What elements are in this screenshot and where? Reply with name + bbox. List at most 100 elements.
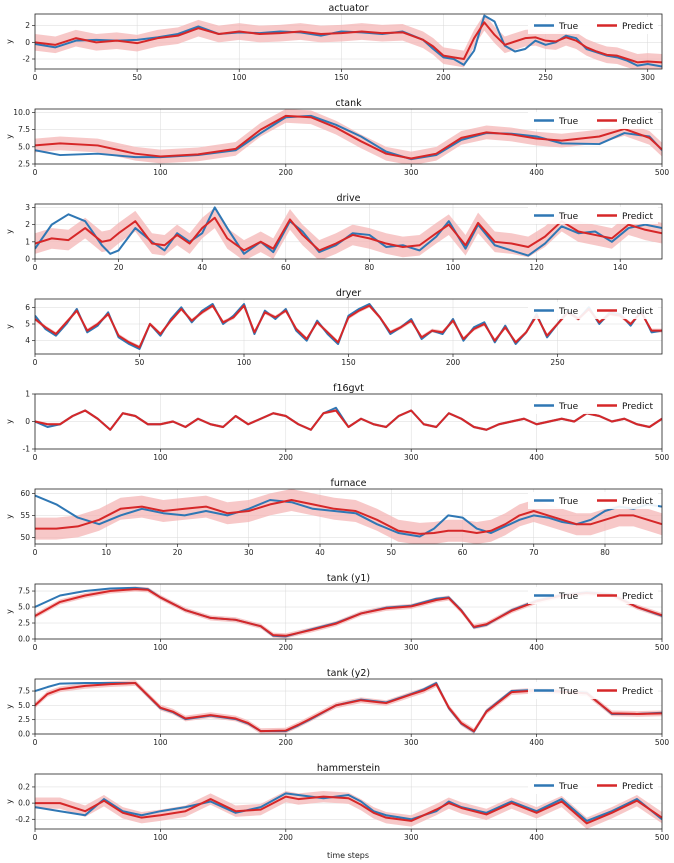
legend-label-true: True [558, 212, 579, 222]
y-tick-label: 2.5 [18, 619, 30, 628]
x-tick-label: 0 [33, 168, 38, 177]
legend-label-predict: Predict [622, 212, 653, 222]
x-tick-label: 300 [404, 833, 419, 842]
y-axis-label: y [5, 799, 14, 804]
x-tick-label: 200 [279, 833, 294, 842]
subplot-title: tank (y1) [327, 573, 370, 584]
x-tick-label: 300 [404, 453, 419, 462]
axes-frame [34, 773, 663, 830]
x-tick-label: 200 [279, 168, 294, 177]
x-tick-label: 150 [334, 73, 349, 82]
x-tick-label: 60 [281, 263, 291, 272]
x-tick-label: 40 [197, 263, 207, 272]
x-tick-label: 400 [529, 168, 544, 177]
y-tick-label: 1 [25, 390, 30, 399]
predict-uncertainty-band [35, 14, 662, 69]
y-tick-label: 5.0 [18, 603, 30, 612]
y-tick-label: 5 [25, 320, 30, 329]
x-tick-label: 250 [550, 358, 565, 367]
x-tick-label: 80 [600, 548, 610, 557]
legend-label-predict: Predict [622, 592, 653, 602]
legend-label-predict: Predict [622, 402, 653, 412]
subplot-7: tank (y2) 0 100 200 300 400 500 0.0 2.5 5.0 7.5 y Tr… [5, 668, 669, 747]
series-line-predict [35, 499, 662, 535]
series-line-true [35, 792, 662, 822]
subplot-2: drive 0 20 40 60 80 100 120 140 0 1 2 3 y True Predict [5, 193, 663, 272]
x-tick-label: 400 [529, 643, 544, 652]
legend: True Predict [528, 112, 658, 129]
predict-uncertainty-band [35, 207, 662, 259]
legend: True Predict [528, 207, 658, 224]
x-tick-label: 10 [101, 548, 111, 557]
legend-box [528, 777, 658, 794]
x-tick-label: 400 [529, 833, 544, 842]
subplot-title: dryer [336, 288, 361, 299]
x-tick-label: 100 [153, 833, 168, 842]
legend-box [528, 17, 658, 34]
x-tick-label: 100 [232, 73, 247, 82]
y-tick-label: 7.5 [18, 687, 30, 696]
legend: True Predict [528, 682, 658, 699]
legend-label-predict: Predict [622, 687, 653, 697]
x-tick-label: 300 [641, 73, 656, 82]
axes-frame [34, 583, 663, 640]
plot-area [35, 109, 662, 164]
x-tick-label: 100 [153, 643, 168, 652]
y-tick-label: 2 [25, 220, 30, 229]
x-tick-label: 200 [279, 738, 294, 747]
legend-label-true: True [558, 307, 579, 317]
x-tick-label: 500 [655, 643, 670, 652]
y-tick-label: -0.2 [15, 815, 30, 824]
legend-label-predict: Predict [622, 307, 653, 317]
x-tick-label: 0 [33, 358, 38, 367]
x-tick-label: 50 [132, 73, 142, 82]
subplot-8: hammerstein 0 100 200 300 400 500 -0.2 0.0 0.2 y Tr… [5, 763, 669, 842]
legend: True Predict [528, 492, 658, 509]
legend-label-true: True [558, 22, 579, 32]
legend-label-predict: Predict [622, 497, 653, 507]
series-line-predict [35, 409, 662, 431]
x-tick-label: 0 [33, 738, 38, 747]
legend-box [528, 112, 658, 129]
x-tick-label: 400 [529, 738, 544, 747]
legend: True Predict [528, 302, 658, 319]
x-tick-label: 30 [244, 548, 254, 557]
y-tick-label: 55 [20, 511, 30, 520]
y-tick-label: 1 [25, 237, 30, 246]
axes-frame [34, 203, 663, 260]
x-tick-label: 200 [436, 73, 451, 82]
axes-frame [34, 678, 663, 735]
plot-area [35, 489, 662, 544]
x-tick-label: 300 [404, 643, 419, 652]
y-tick-label: 10.0 [13, 108, 30, 117]
x-tick-label: 500 [655, 453, 670, 462]
x-tick-label: 100 [446, 263, 461, 272]
y-tick-label: 0.2 [18, 782, 30, 791]
legend-box [528, 302, 658, 319]
legend-box [528, 207, 658, 224]
y-tick-label: 4 [25, 336, 30, 345]
axes-frame [34, 108, 663, 165]
legend-box [528, 492, 658, 509]
x-tick-label: 300 [404, 738, 419, 747]
subplot-6: tank (y1) 0 100 200 300 400 500 0.0 2.5 5.0 7.5 y Tr… [5, 573, 669, 652]
plot-area [35, 14, 662, 69]
series-line-predict [35, 21, 662, 64]
y-tick-label: 0.0 [18, 799, 30, 808]
subplot-title: f16gvt [333, 383, 364, 394]
plot-area [35, 790, 662, 829]
x-tick-label: 140 [613, 263, 628, 272]
y-tick-label: 5.0 [18, 701, 30, 710]
subplot-title: hammerstein [317, 763, 380, 774]
legend-label-true: True [558, 782, 579, 792]
y-tick-label: 6 [25, 303, 30, 312]
x-tick-label: 200 [279, 453, 294, 462]
subplot-title: tank (y2) [327, 668, 370, 679]
subplot-title: ctank [335, 98, 362, 109]
y-tick-label: 0.0 [18, 635, 30, 644]
y-tick-label: 0 [25, 255, 30, 264]
x-axis-label: time steps [327, 851, 369, 860]
y-tick-label: 0 [25, 38, 30, 47]
x-tick-label: 50 [386, 548, 396, 557]
series-line-true [35, 14, 662, 68]
